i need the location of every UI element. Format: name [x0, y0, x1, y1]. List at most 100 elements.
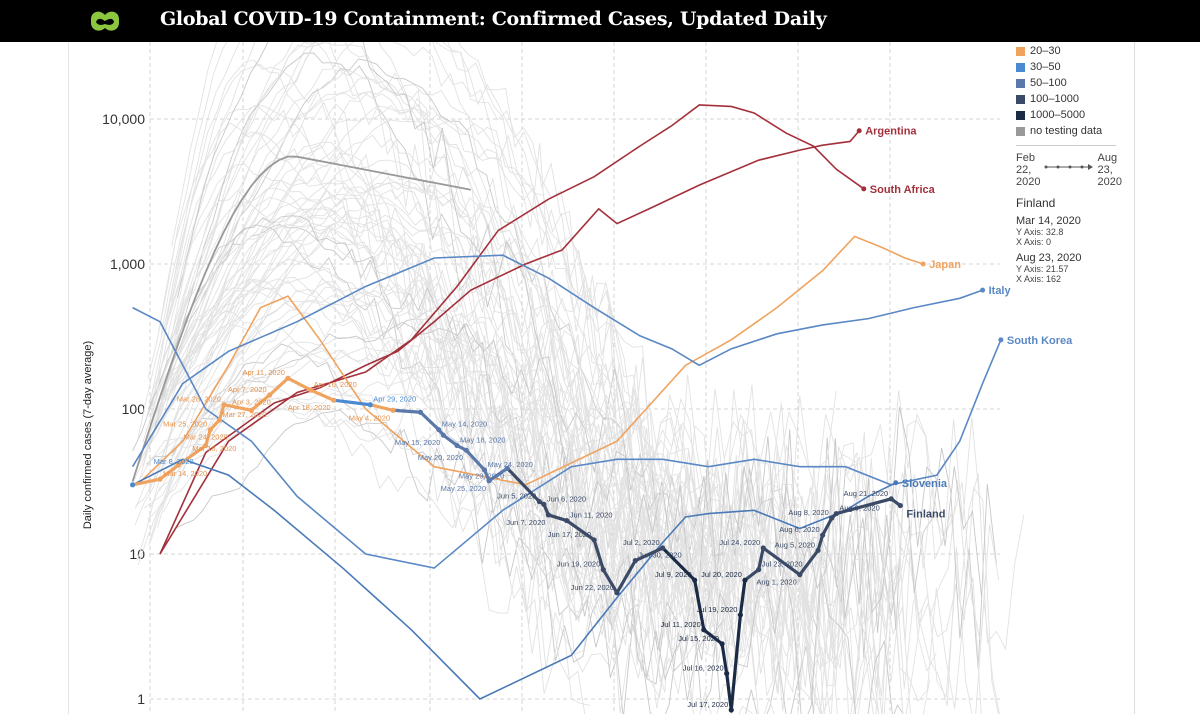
- background-country-line: [138, 76, 835, 714]
- finland-segment: [222, 403, 253, 412]
- finland-segment: [286, 376, 313, 392]
- range-start: Feb 22, 2020: [1016, 152, 1040, 188]
- finland-segment: [834, 497, 893, 516]
- finland-point-label: May 18, 2020: [460, 436, 505, 445]
- range-start-day: 22,: [1016, 164, 1032, 176]
- range-end: Aug 23, 2020: [1098, 152, 1122, 188]
- legend-item[interactable]: 100–1000: [1016, 91, 1126, 107]
- finland-point: [536, 498, 542, 505]
- finland-point: [436, 427, 442, 433]
- finland-point: [742, 577, 748, 583]
- info-start-y: Y Axis: 32.8: [1016, 227, 1064, 237]
- y-tick-label: 1,000: [110, 256, 145, 272]
- finland-point: [504, 465, 510, 471]
- range-start-month: Feb: [1016, 152, 1035, 164]
- finland-point-label: May 15, 2020: [395, 438, 440, 447]
- logo-icon[interactable]: [88, 7, 122, 35]
- finland-segment: [592, 538, 605, 572]
- finland-point-label: Jul 16, 2020: [683, 663, 724, 672]
- finland-segment: [661, 546, 697, 582]
- background-country-line: [166, 42, 771, 634]
- background-country-line: [147, 347, 880, 714]
- finland-segment: [729, 613, 742, 712]
- finland-point: [820, 532, 826, 538]
- legend-swatch: [1016, 126, 1025, 136]
- background-country-line: [157, 141, 1000, 643]
- background-country-line: [167, 356, 982, 552]
- finland-segment: [546, 513, 569, 523]
- series-end-marker: [998, 337, 1004, 343]
- legend-item[interactable]: 1000–5000: [1016, 107, 1126, 123]
- legend-label: 30–50: [1030, 61, 1061, 73]
- info-end-date: Aug 23, 2020: [1016, 252, 1082, 264]
- background-country-line: [134, 103, 666, 606]
- finland-point-label: Jun 30, 2020: [638, 551, 681, 560]
- finland-point-label: Aug 8, 2020: [788, 508, 828, 517]
- background-country-line: [161, 105, 775, 649]
- finland-point-label: May 20, 2020: [418, 453, 463, 462]
- series-end-marker: [856, 128, 862, 134]
- finland-point: [660, 545, 666, 551]
- background-country-line: [161, 215, 893, 714]
- background-country-line: [138, 277, 624, 573]
- background-country-line: [152, 178, 968, 640]
- finland-point-label: Aug 6, 2020: [779, 525, 819, 534]
- finland-point: [591, 537, 597, 543]
- legend: 20–30 30–50 50–100 100–1000 1000–5000 no test…: [1016, 43, 1126, 284]
- finland-segment: [798, 548, 820, 577]
- finland-point: [308, 387, 314, 393]
- legend-divider: [1016, 145, 1116, 146]
- finland-segment: [821, 516, 834, 537]
- legend-label: no testing data: [1030, 125, 1103, 137]
- finland-point: [614, 590, 620, 596]
- y-tick-label: 100: [122, 401, 146, 417]
- legend-swatch: [1016, 110, 1025, 120]
- background-country-line: [154, 197, 668, 615]
- date-range: Feb 22, 2020 Aug 23, 2020: [1016, 152, 1122, 188]
- finland-point: [463, 447, 469, 453]
- y-tick-label: 10: [129, 546, 145, 562]
- finland-point-label: Apr 3, 2020: [232, 397, 271, 406]
- finland-point-label: May 4, 2020: [349, 413, 390, 422]
- finland-point-label: Mar 24, 2020: [184, 433, 228, 442]
- legend-item[interactable]: 30–50: [1016, 59, 1126, 75]
- finland-segment: [309, 388, 336, 402]
- finland-segment: [720, 642, 729, 676]
- legend-item[interactable]: 20–30: [1016, 43, 1126, 59]
- finland-point: [756, 567, 762, 573]
- background-country-line: [143, 134, 785, 593]
- background-country-line: [156, 300, 753, 714]
- finland-segment: [441, 433, 459, 448]
- finland-point: [331, 397, 337, 403]
- finland-point-label: Apr 18, 2020: [288, 403, 331, 412]
- background-country-line: [135, 371, 667, 714]
- background-country-line: [137, 104, 869, 628]
- background-country-line: [146, 202, 861, 662]
- finland-point: [285, 375, 291, 381]
- finland-point: [728, 707, 734, 713]
- finland-point-label: Jun 6, 2020: [547, 494, 586, 503]
- background-lines: [132, 42, 1025, 714]
- info-start-x: X Axis: 0: [1016, 237, 1052, 247]
- finland-point-label: Jul 11, 2020: [661, 620, 701, 629]
- finland-point-label: Apr 16, 2020: [314, 380, 357, 389]
- background-country-line: [150, 282, 819, 634]
- y-tick-label: 1: [137, 691, 145, 707]
- finland-segment: [487, 466, 509, 483]
- finland-point: [760, 545, 766, 551]
- finland-point: [564, 517, 570, 524]
- series-label: Slovenia: [902, 478, 948, 490]
- finland-point-label: Aug 21, 2020: [844, 489, 889, 498]
- legend-item[interactable]: 50–100: [1016, 75, 1126, 91]
- finland-point-label: Mar 18, 2020: [192, 444, 236, 453]
- finland-point-label: Jul 23, 2020: [762, 560, 803, 569]
- background-country-line: [164, 290, 888, 693]
- legend-item[interactable]: no testing data: [1016, 123, 1126, 139]
- line-chart[interactable]: 10,000 1,000 100 10 1 Daily confirmed cases (…: [0, 42, 1134, 714]
- finland-point: [481, 467, 488, 473]
- finland-point: [129, 482, 136, 488]
- finland-point: [829, 515, 835, 521]
- finland-point: [486, 478, 492, 484]
- tooltip-info: Finland Mar 14, 2020 Y Axis: 32.8 X Axis…: [1016, 196, 1126, 284]
- finland-segment: [368, 403, 395, 412]
